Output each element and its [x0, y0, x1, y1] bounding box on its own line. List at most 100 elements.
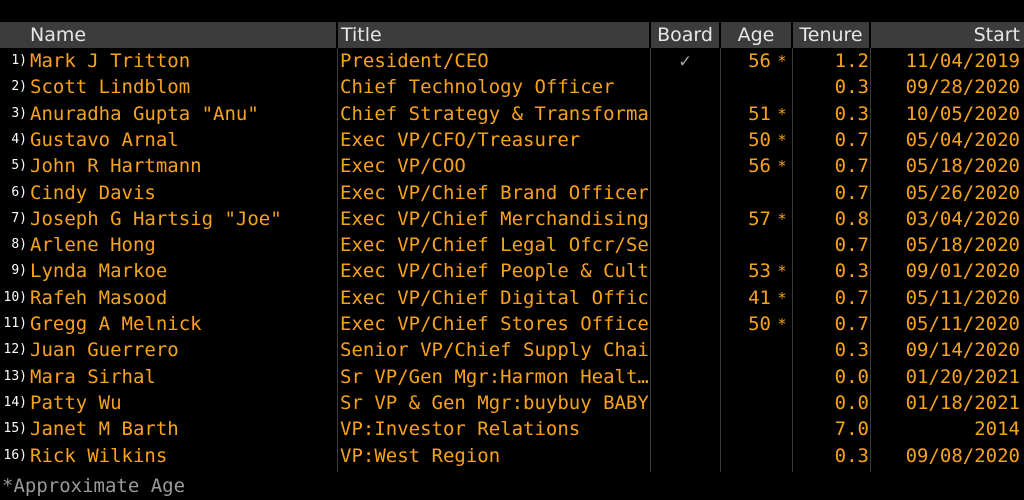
table-row[interactable]: 6) Cindy Davis Exec VP/Chief Brand Officer… — [0, 180, 1024, 206]
column-header-age[interactable]: Age — [721, 22, 791, 48]
approximate-age-marker: * — [777, 262, 787, 281]
executive-age: 56 — [748, 50, 771, 72]
column-header-name[interactable]: Name — [0, 22, 336, 48]
row-number: 9) — [11, 263, 27, 279]
executive-title: Exec VP/CFO/Treasurer — [340, 128, 581, 151]
executive-title: President/CEO — [340, 50, 489, 72]
executive-start-date: 05/11/2020 — [905, 286, 1020, 309]
executive-tenure: 0.3 — [834, 444, 869, 467]
row-number: 14) — [3, 394, 27, 410]
executive-name[interactable]: Rick Wilkins — [30, 444, 168, 467]
table-row[interactable]: 10) Rafeh Masood Exec VP/Chief Digital Off… — [0, 285, 1024, 311]
executive-start-date: 10/05/2020 — [905, 102, 1020, 125]
approximate-age-marker: * — [777, 209, 787, 228]
table-row[interactable]: 2) Scott Lindblom Chief Technology Officer… — [0, 74, 1024, 100]
executive-name[interactable]: Gustavo Arnal — [30, 128, 179, 151]
executive-name[interactable]: Arlene Hong — [30, 234, 156, 257]
executive-name[interactable]: Anuradha Gupta "Anu" — [30, 102, 259, 125]
table-row[interactable]: 1) Mark J Tritton President/CEO ✓ 56 * 1.2 11/0… — [0, 48, 1024, 74]
executive-tenure: 7.0 — [834, 418, 869, 441]
executive-age: 56 — [748, 155, 771, 178]
executive-name[interactable]: Mara Sirhal — [30, 365, 156, 388]
executive-title: Exec VP/Chief Digital Officer — [340, 286, 648, 309]
executive-start-date: 09/14/2020 — [905, 339, 1020, 362]
executive-tenure: 0.3 — [834, 339, 869, 362]
row-number: 6) — [11, 184, 27, 200]
executive-title: Exec VP/Chief Brand Officer/… — [340, 181, 648, 204]
executive-tenure: 0.0 — [834, 391, 869, 414]
executive-title: Exec VP/COO — [340, 155, 466, 178]
approximate-age-marker: * — [777, 288, 787, 307]
executive-age: 50 — [748, 313, 771, 335]
executive-age: 50 — [748, 128, 771, 151]
board-check-icon: ✓ — [679, 50, 691, 72]
executive-tenure: 0.7 — [834, 286, 869, 309]
executive-title: Chief Strategy & Transforma… — [340, 102, 648, 125]
executive-age: 51 — [748, 102, 771, 125]
table-row[interactable]: 5) John R Hartmann Exec VP/COO 56 * 0.7 05/18/… — [0, 153, 1024, 179]
table-row[interactable]: 15) Janet M Barth VP:Investor Relations 7.0… — [0, 416, 1024, 442]
approximate-age-marker: * — [777, 130, 787, 149]
table-row[interactable]: 9) Lynda Markoe Exec VP/Chief People & Cul… — [0, 258, 1024, 284]
executive-start-date: 05/11/2020 — [905, 313, 1020, 335]
table-row[interactable]: 8) Arlene Hong Exec VP/Chief Legal Ofcr/Se… — [0, 232, 1024, 258]
executive-name[interactable]: Lynda Markoe — [30, 260, 168, 283]
table-row[interactable]: 7) Joseph G Hartsig "Joe" Exec VP/Chief Me… — [0, 206, 1024, 232]
executive-title: Chief Technology Officer — [340, 76, 615, 99]
column-header-start[interactable]: Start — [871, 22, 1024, 48]
executive-start-date: 01/20/2021 — [905, 365, 1020, 388]
table-row[interactable]: 11) Gregg A Melnick Exec VP/Chief Stores O… — [0, 311, 1024, 337]
executive-name[interactable]: John R Hartmann — [30, 155, 202, 178]
executive-name[interactable]: Janet M Barth — [30, 418, 179, 441]
executive-name[interactable]: Rafeh Masood — [30, 286, 168, 309]
approximate-age-marker: * — [777, 315, 787, 333]
column-divider — [792, 48, 793, 472]
table-row[interactable]: 3) Anuradha Gupta "Anu" Chief Strategy & T… — [0, 101, 1024, 127]
executive-tenure: 0.7 — [834, 155, 869, 178]
row-number: 4) — [11, 131, 27, 147]
executive-tenure: 0.7 — [834, 234, 869, 257]
executive-name[interactable]: Joseph G Hartsig "Joe" — [30, 207, 282, 230]
row-number: 8) — [11, 237, 27, 253]
table-header: Name Title Board Age Tenure Start — [0, 22, 1024, 48]
approximate-age-marker: * — [777, 157, 787, 176]
row-number: 2) — [11, 79, 27, 95]
column-divider — [720, 48, 721, 472]
executive-tenure: 0.8 — [834, 207, 869, 230]
executive-title: Sr VP/Gen Mgr:Harmon Healt… — [340, 365, 648, 388]
table-row[interactable]: 12) Juan Guerrero Senior VP/Chief Supply C… — [0, 337, 1024, 363]
column-divider — [870, 48, 871, 472]
executive-start-date: 05/18/2020 — [905, 155, 1020, 178]
executive-start-date: 11/04/2019 — [905, 50, 1020, 72]
executive-start-date: 03/04/2020 — [905, 207, 1020, 230]
table-row[interactable]: 14) Patty Wu Sr VP & Gen Mgr:buybuy BABY 0.… — [0, 390, 1024, 416]
executive-title: Exec VP/Chief People & Cult… — [340, 260, 648, 283]
executive-name[interactable]: Scott Lindblom — [30, 76, 191, 99]
executive-start-date: 05/18/2020 — [905, 234, 1020, 257]
executive-title: Senior VP/Chief Supply Chai… — [340, 339, 648, 362]
table-row[interactable]: 13) Mara Sirhal Sr VP/Gen Mgr:Harmon Healt… — [0, 364, 1024, 390]
row-number: 13) — [3, 368, 27, 384]
executive-name[interactable]: Patty Wu — [30, 391, 122, 414]
row-number: 5) — [11, 158, 27, 174]
executive-name[interactable]: Cindy Davis — [30, 181, 156, 204]
table-row[interactable]: 4) Gustavo Arnal Exec VP/CFO/Treasurer 50 * 0… — [0, 127, 1024, 153]
executive-name[interactable]: Juan Guerrero — [30, 339, 179, 362]
row-number: 10) — [3, 289, 27, 305]
row-number: 1) — [11, 53, 27, 68]
executive-name[interactable]: Mark J Tritton — [30, 50, 191, 72]
executive-start-date: 05/26/2020 — [905, 181, 1020, 204]
column-header-title[interactable]: Title — [338, 22, 649, 48]
approximate-age-marker: * — [777, 52, 787, 70]
row-number: 11) — [3, 316, 27, 331]
column-header-tenure[interactable]: Tenure — [793, 22, 869, 48]
column-header-board[interactable]: Board — [651, 22, 719, 48]
executive-start-date: 09/08/2020 — [905, 444, 1020, 467]
executive-tenure: 0.7 — [834, 181, 869, 204]
executive-age: 53 — [748, 260, 771, 283]
table-row[interactable]: 16) Rick Wilkins VP:West Region 0.3 09/08/20… — [0, 443, 1024, 469]
executive-name[interactable]: Gregg A Melnick — [30, 313, 202, 335]
executive-start-date: 01/18/2021 — [905, 391, 1020, 414]
executive-age: 57 — [748, 207, 771, 230]
executive-tenure: 0.3 — [834, 76, 869, 99]
